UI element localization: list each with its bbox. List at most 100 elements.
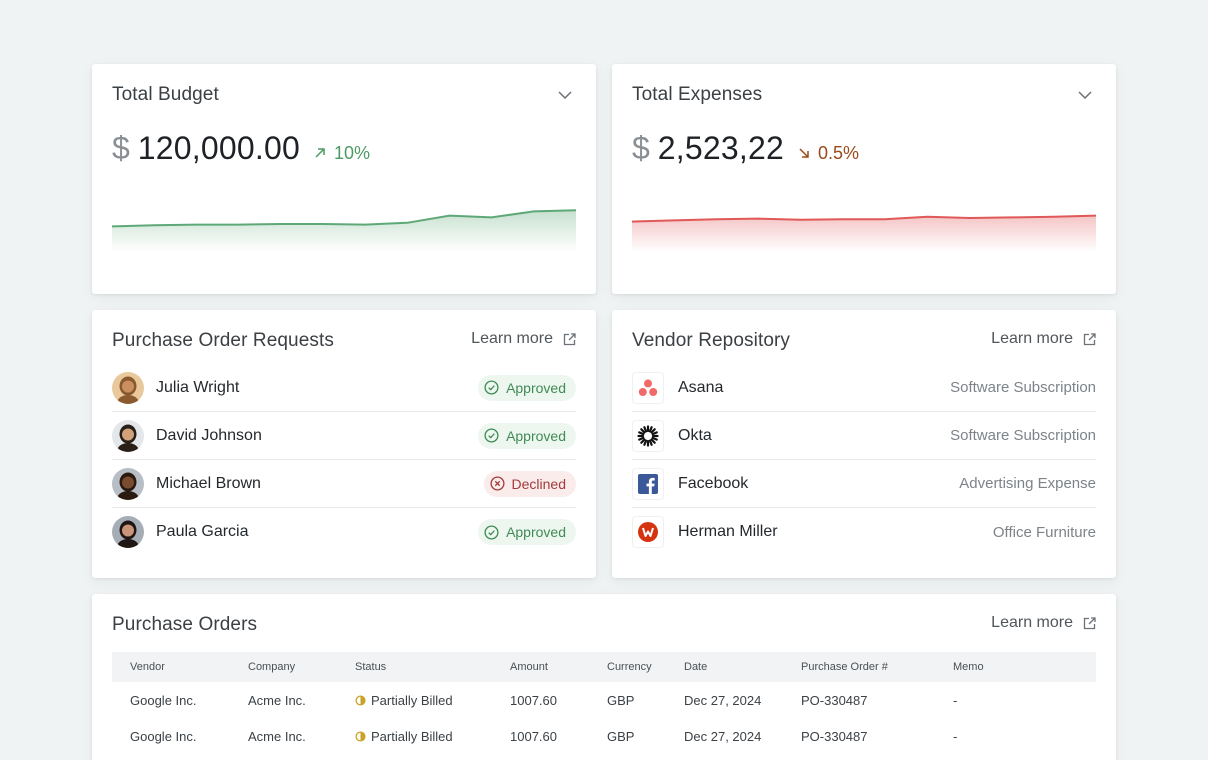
column-header[interactable]: Company	[230, 652, 337, 682]
x-circle-icon	[489, 476, 505, 491]
request-list: Julia Wright Approved David Johnson Approve…	[112, 364, 576, 556]
table-cell: PO-330487	[801, 692, 868, 708]
partial-status-icon	[355, 694, 366, 706]
status-label: Declined	[511, 475, 566, 492]
card-title: Purchase Orders	[112, 614, 258, 635]
status-badge: Approved	[478, 374, 576, 401]
table-row[interactable]: Google Inc. Acme Inc. Partially Billed 1007…	[112, 718, 1096, 754]
sparkline-line	[112, 209, 576, 228]
person-name: Michael Brown	[156, 474, 261, 492]
card-title: Vendor Repository	[632, 330, 791, 351]
currency-symbol: $	[632, 130, 650, 166]
status-label: Partially Billed	[371, 692, 453, 708]
list-item[interactable]: Herman Miller Office Furniture	[632, 508, 1096, 556]
card-title: Purchase Order Requests	[112, 330, 334, 351]
learn-more-link[interactable]: Learn more	[991, 330, 1096, 348]
vendor-category: Office Furniture	[992, 523, 1096, 541]
table-cell: 1007.60	[510, 728, 557, 744]
learn-more-link[interactable]: Learn more	[471, 330, 576, 348]
arrow-down-right-icon	[799, 148, 809, 158]
column-header[interactable]: Status	[337, 652, 492, 682]
person-name: David Johnson	[156, 426, 262, 444]
column-header[interactable]: Currency	[589, 652, 666, 682]
purchase-orders-table: Vendor Company Status Amount Currency Date Pur…	[112, 652, 1096, 754]
learn-more-label: Learn more	[471, 330, 553, 347]
status-label: Approved	[506, 427, 566, 444]
status-label: Partially Billed	[371, 728, 453, 744]
column-header[interactable]: Memo	[935, 652, 1096, 682]
vendor-category: Software Subscription	[950, 427, 1096, 444]
column-header[interactable]: Purchase Order #	[783, 652, 935, 682]
table-cell: -	[953, 728, 958, 744]
learn-more-label: Learn more	[991, 330, 1073, 347]
budget-delta-value: 10%	[333, 142, 370, 163]
table-cell: -	[953, 692, 958, 708]
vendor-list: Asana Software Subscription Okta Software S…	[632, 364, 1096, 556]
table-cell: Dec 27, 2024	[684, 728, 762, 744]
list-item[interactable]: Asana Software Subscription	[632, 364, 1096, 412]
status-cell: Partially Billed	[337, 718, 492, 754]
expenses-sparkline	[632, 214, 1096, 252]
expenses-amount: 2,523,22	[657, 130, 784, 166]
card-title: Total Budget	[112, 84, 219, 105]
total-expenses-card: Total Expenses $ 2,523,22 0.5%	[612, 64, 1116, 294]
avatar	[112, 371, 144, 404]
column-header[interactable]: Date	[666, 652, 783, 682]
status-label: Approved	[506, 524, 566, 540]
table-cell: Acme Inc.	[248, 692, 306, 708]
expenses-delta-value: 0.5%	[817, 142, 859, 163]
list-item[interactable]: David Johnson Approved	[112, 412, 576, 460]
vendor-name: Herman Miller	[678, 523, 778, 540]
external-link-icon	[1083, 332, 1096, 345]
table-cell: Google Inc.	[130, 728, 197, 744]
facebook-icon	[632, 467, 664, 500]
list-item[interactable]: Paula Garcia Approved	[112, 508, 576, 556]
person-name: Julia Wright	[156, 378, 240, 396]
avatar	[112, 467, 144, 500]
table-cell: PO-330487	[801, 728, 868, 744]
asana-icon	[632, 371, 664, 404]
table-cell: GBP	[607, 692, 635, 708]
vendor-category: Advertising Expense	[959, 475, 1096, 492]
expenses-delta: 0.5%	[798, 143, 859, 164]
chevron-down-icon[interactable]	[1074, 86, 1096, 104]
vendor-name: Facebook	[678, 474, 749, 492]
status-label: Approved	[506, 379, 566, 396]
check-circle-icon	[484, 428, 499, 443]
learn-more-link[interactable]: Learn more	[991, 614, 1096, 632]
table-cell: Google Inc.	[130, 692, 197, 708]
sparkline-area	[112, 210, 576, 252]
card-title: Total Expenses	[632, 84, 763, 105]
table-cell: Dec 27, 2024	[684, 692, 762, 708]
status-badge: Approved	[478, 422, 576, 449]
arrow-up-right-icon	[315, 148, 325, 158]
list-item[interactable]: Michael Brown Declined	[112, 460, 576, 508]
vendor-category: Software Subscription	[950, 379, 1096, 396]
budget-amount: 120,000.00	[137, 130, 300, 166]
check-circle-icon	[484, 524, 499, 540]
list-item[interactable]: Okta Software Subscription	[632, 412, 1096, 460]
table-row[interactable]: Google Inc. Acme Inc. Partially Billed 1007…	[112, 682, 1096, 718]
avatar	[112, 516, 144, 548]
sparkline-area	[632, 215, 1096, 252]
chevron-down-icon[interactable]	[554, 86, 576, 104]
status-cell: Partially Billed	[337, 682, 492, 718]
okta-icon	[632, 419, 664, 452]
total-budget-card: Total Budget $ 120,000.00 10%	[92, 64, 596, 294]
expenses-amount-row: $ 2,523,22 0.5%	[632, 130, 859, 167]
list-item[interactable]: Julia Wright Approved	[112, 364, 576, 412]
sparkline-line	[632, 214, 1096, 223]
table-header-row: Vendor Company Status Amount Currency Date Pur…	[112, 652, 1096, 682]
list-item[interactable]: Facebook Advertising Expense	[632, 460, 1096, 508]
column-header[interactable]: Vendor	[112, 652, 230, 682]
budget-delta: 10%	[314, 143, 370, 164]
column-header[interactable]: Amount	[492, 652, 589, 682]
check-circle-icon	[484, 380, 499, 395]
partial-status-icon	[355, 730, 366, 742]
table-cell: GBP	[607, 728, 635, 744]
table-cell: 1007.60	[510, 692, 557, 708]
budget-sparkline	[112, 209, 576, 252]
learn-more-label: Learn more	[991, 614, 1073, 631]
budget-amount-row: $ 120,000.00 10%	[112, 130, 370, 167]
external-link-icon	[563, 332, 576, 345]
